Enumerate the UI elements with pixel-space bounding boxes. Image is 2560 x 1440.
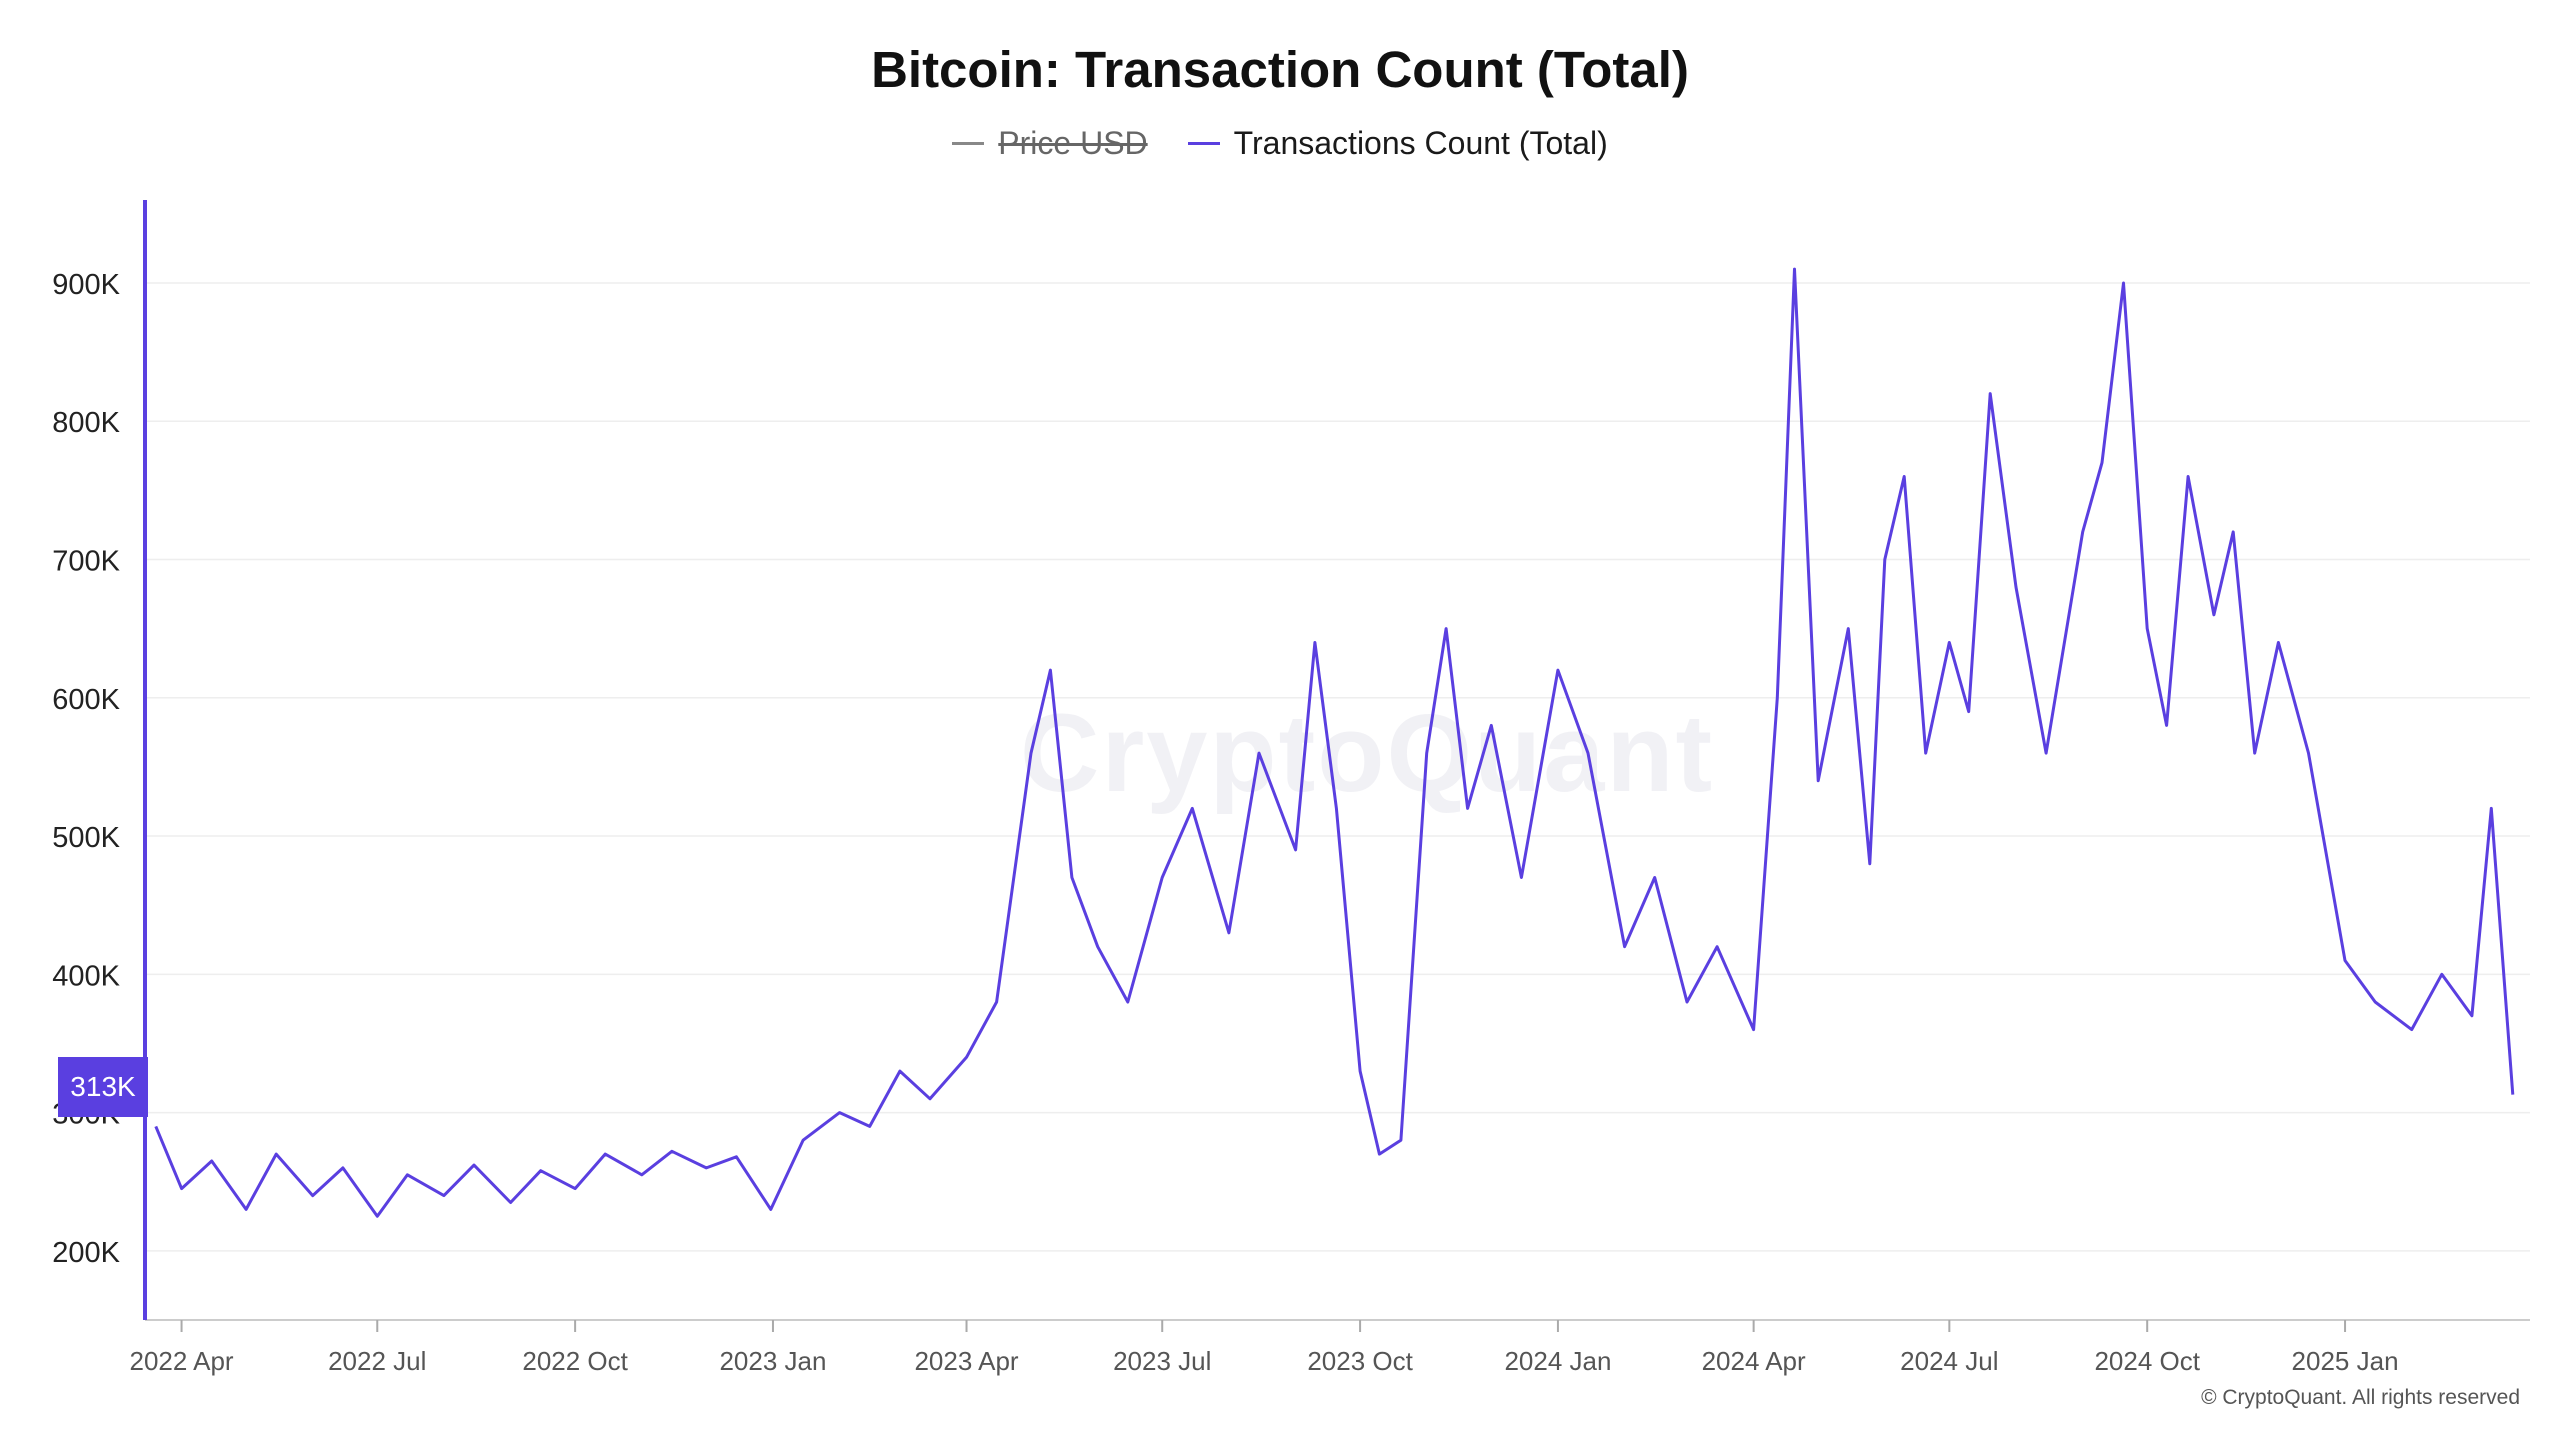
y-tick-label: 700K xyxy=(52,546,120,578)
legend-item-transactions[interactable]: Transactions Count (Total) xyxy=(1187,125,1608,162)
current-value-label: 313K xyxy=(58,1057,148,1117)
chart-legend: Price USD Transactions Count (Total) xyxy=(0,125,2560,162)
y-tick-label: 800K xyxy=(52,407,120,439)
chart-title: Bitcoin: Transaction Count (Total) xyxy=(871,41,1689,98)
x-tick-label: 2022 Oct xyxy=(522,1346,628,1376)
x-tick-label: 2024 Oct xyxy=(2094,1346,2200,1376)
legend-item-price[interactable]: Price USD xyxy=(952,125,1148,162)
y-tick-label: 900K xyxy=(52,269,120,301)
legend-label-price: Price USD xyxy=(998,125,1148,161)
x-tick-label: 2024 Jul xyxy=(1900,1346,1998,1376)
y-tick-label: 200K xyxy=(52,1237,120,1269)
legend-swatch-transactions xyxy=(1187,142,1220,145)
legend-swatch-price xyxy=(952,142,985,145)
y-tick-label: 500K xyxy=(52,822,120,854)
x-tick-label: 2025 Jan xyxy=(2292,1346,2399,1376)
y-tick-label: 400K xyxy=(52,960,120,992)
x-tick-label: 2022 Apr xyxy=(130,1346,234,1376)
x-tick-label: 2023 Apr xyxy=(914,1346,1018,1376)
x-tick-label: 2024 Apr xyxy=(1702,1346,1806,1376)
x-tick-label: 2024 Jan xyxy=(1504,1346,1611,1376)
y-tick-label: 600K xyxy=(52,684,120,716)
x-tick-label: 2022 Jul xyxy=(328,1346,426,1376)
copyright-text: © CryptoQuant. All rights reserved xyxy=(2201,1386,2520,1409)
x-tick-label: 2023 Jul xyxy=(1113,1346,1211,1376)
x-tick-label: 2023 Jan xyxy=(719,1346,826,1376)
legend-label-transactions: Transactions Count (Total) xyxy=(1233,125,1608,161)
x-tick-label: 2023 Oct xyxy=(1307,1346,1413,1376)
series-line-transactions xyxy=(154,267,2515,1218)
